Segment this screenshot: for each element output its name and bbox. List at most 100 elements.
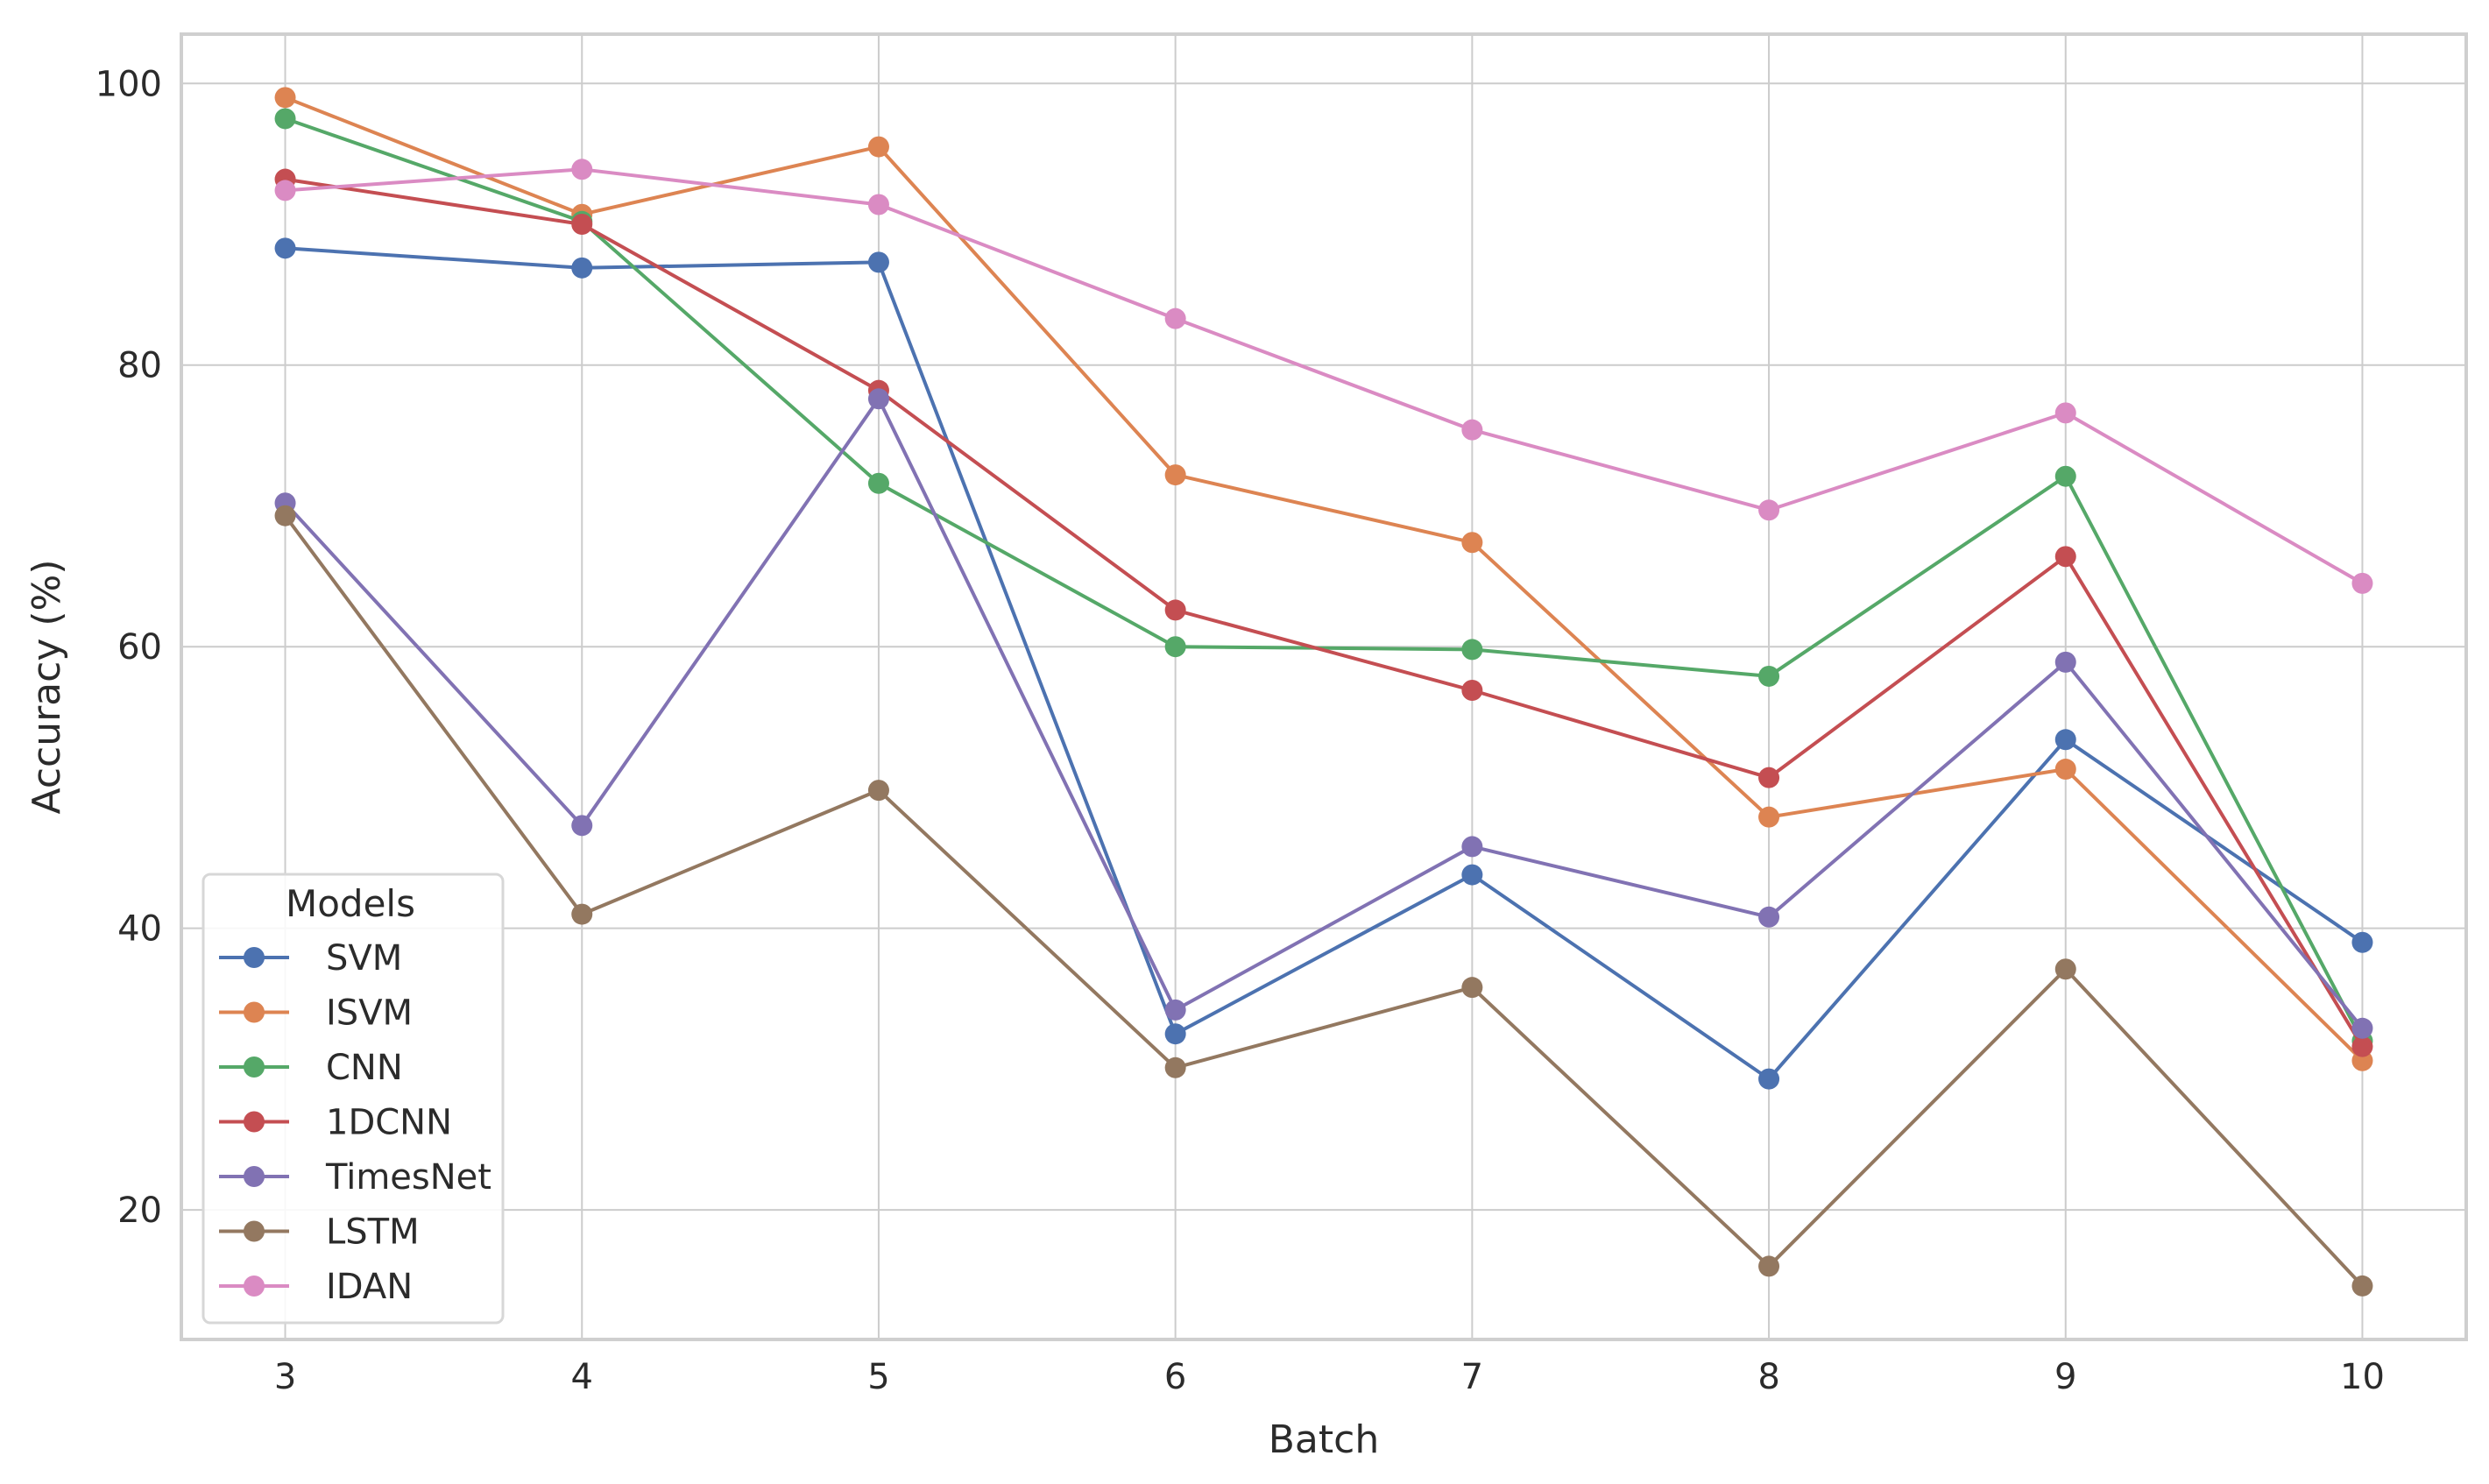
x-tick-labels: 3 4 5 6 7 8 9 10 [274,1357,2385,1397]
series-lstm [274,505,2373,1297]
series-line-idan [283,167,2365,585]
legend-item-isvm: ISVM [219,993,413,1034]
series-line-cnn [283,117,2365,1043]
legend-title: Models [286,882,415,925]
data-point-1dcnn [1461,680,1483,702]
legend-label: CNN [326,1048,403,1088]
series-layer [274,87,2373,1297]
data-point-cnn [1164,636,1186,658]
data-point-svm [274,237,296,259]
data-point-cnn [1461,639,1483,661]
data-point-idan [1461,419,1483,441]
data-point-timesnet [571,815,593,837]
x-tick-label: 8 [1757,1357,1779,1397]
data-point-svm [1164,1023,1186,1045]
legend-label: SVM [326,938,402,979]
data-point-cnn [2054,465,2076,487]
data-point-isvm [1164,464,1186,486]
y-tick-label: 100 [95,64,162,104]
x-tick-label: 6 [1164,1357,1186,1397]
data-point-cnn [1758,665,1780,687]
series-timesnet [274,388,2373,1039]
data-point-1dcnn [2054,546,2076,568]
data-point-cnn [274,108,296,130]
data-point-lstm [274,505,296,526]
data-point-lstm [571,903,593,925]
series-line-lstm [283,513,2365,1288]
legend-label: LSTM [326,1212,420,1253]
data-point-timesnet [1164,999,1186,1021]
legend-item-cnn: CNN [219,1048,403,1088]
x-tick-label: 10 [2340,1357,2385,1397]
data-point-idan [274,180,296,201]
series-line-1dcnn [283,177,2365,1049]
data-point-lstm [1758,1255,1780,1277]
y-tick-label: 40 [117,909,162,950]
data-point-lstm [1461,977,1483,999]
data-point-1dcnn [571,213,593,235]
data-point-svm [1461,864,1483,886]
data-point-1dcnn [1758,767,1780,788]
y-axis-label: Accuracy (%) [25,559,69,814]
series-isvm [274,87,2373,1071]
data-point-isvm [2054,759,2076,781]
legend-marker [244,1276,265,1297]
legend-item-svm: SVM [219,938,402,979]
legend-item-1dcnn: 1DCNN [219,1103,452,1143]
data-point-isvm [1461,532,1483,554]
legend-label: TimesNet [325,1157,491,1198]
data-point-idan [1758,499,1780,521]
data-point-cnn [867,472,889,494]
data-point-isvm [274,87,296,109]
legend-item-lstm: LSTM [219,1212,420,1253]
plot-frame [180,32,2468,1341]
data-point-idan [2054,402,2076,424]
data-point-isvm [867,136,889,158]
data-point-timesnet [2351,1017,2373,1039]
data-point-svm [2351,931,2373,953]
data-point-idan [571,159,593,180]
y-tick-label: 80 [117,346,162,386]
x-tick-label: 3 [274,1357,296,1397]
legend-item-idan: IDAN [219,1267,413,1307]
legend-label: ISVM [326,993,413,1034]
data-point-lstm [867,780,889,802]
data-point-lstm [1164,1056,1186,1078]
x-tick-label: 5 [867,1357,889,1397]
data-point-svm [2054,729,2076,751]
data-point-svm [1758,1068,1780,1090]
data-point-timesnet [1461,836,1483,858]
y-tick-label: 20 [117,1191,162,1231]
legend-label: 1DCNN [326,1103,452,1143]
legend-marker [244,1111,265,1133]
legend-marker [244,1056,265,1078]
data-point-timesnet [1758,906,1780,928]
legend-item-timesnet: TimesNet [219,1157,491,1198]
legend-box [202,873,505,1325]
legend: Models SVM ISVM CNN 1DCNN TimesNet LSTM IDAN [202,873,505,1325]
data-point-svm [571,257,593,279]
data-point-1dcnn [1164,599,1186,621]
data-point-idan [867,194,889,216]
data-point-idan [1164,307,1186,329]
data-point-idan [2351,572,2373,594]
series-idan [274,159,2373,594]
legend-marker [244,1001,265,1023]
x-axis-label: Batch [1269,1417,1379,1462]
legend-label: IDAN [326,1267,413,1307]
data-point-svm [867,251,889,273]
data-point-lstm [2054,958,2076,980]
data-point-isvm [1758,806,1780,828]
legend-marker [244,947,265,968]
x-tick-label: 9 [2054,1357,2076,1397]
legend-marker [244,1220,265,1242]
data-point-timesnet [2054,651,2076,673]
data-point-1dcnn [2351,1035,2373,1057]
legend-marker [244,1166,265,1187]
x-tick-label: 4 [571,1357,593,1397]
series-line-timesnet [283,397,2365,1030]
series-line-isvm [283,95,2365,1063]
y-tick-label: 60 [117,627,162,668]
